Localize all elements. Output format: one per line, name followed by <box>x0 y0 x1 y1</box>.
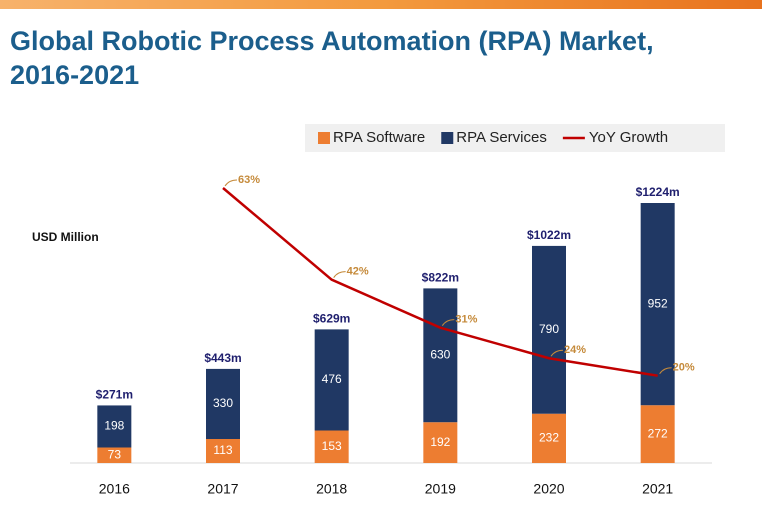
bar-segment <box>314 329 349 431</box>
label-leader <box>659 367 672 374</box>
total-label: $629m <box>313 312 350 326</box>
legend-box <box>305 124 725 152</box>
segment-label: 272 <box>648 426 668 440</box>
total-label: $271m <box>96 388 133 402</box>
bar-segment <box>97 447 132 463</box>
segment-label: 476 <box>322 372 342 386</box>
total-label: $1022m <box>527 228 571 242</box>
bar-segment <box>423 288 458 423</box>
label-leader <box>441 319 455 326</box>
y-axis-label: USD Million <box>32 230 99 244</box>
growth-label: 20% <box>673 362 695 374</box>
bar-segment <box>640 405 675 463</box>
legend-label: RPA Software <box>333 129 425 146</box>
x-tick-label: 2021 <box>642 481 673 497</box>
bar-segment <box>206 438 240 463</box>
bar-segment <box>640 203 675 406</box>
growth-label: 42% <box>347 266 369 278</box>
legend-swatch <box>441 132 454 144</box>
growth-line <box>222 187 658 377</box>
segment-label: 790 <box>539 322 559 336</box>
growth-label: 31% <box>455 314 477 326</box>
x-tick-label: 2017 <box>207 481 238 497</box>
bar-segment <box>532 245 566 414</box>
x-tick-label: 2019 <box>425 481 456 497</box>
chart-title: Global Robotic Process Automation (RPA) … <box>10 26 654 90</box>
bar-segment <box>423 422 458 463</box>
bar-segment <box>532 413 566 463</box>
growth-label: 63% <box>238 174 260 186</box>
legend-swatch <box>318 132 330 144</box>
x-tick-label: 2018 <box>316 481 347 497</box>
x-tick-label: 2016 <box>99 481 130 497</box>
top-strip <box>0 0 762 9</box>
segment-label: 330 <box>213 396 233 410</box>
segment-label: 952 <box>648 296 668 310</box>
x-tick-label: 2020 <box>533 481 564 497</box>
label-leader <box>550 349 564 357</box>
segment-label: 630 <box>430 347 450 361</box>
legend-label: RPA Services <box>456 129 547 146</box>
bar-segment <box>314 430 349 463</box>
segment-label: 153 <box>322 439 342 453</box>
growth-label: 24% <box>564 344 586 356</box>
bar-segment <box>97 405 132 448</box>
segment-label: 198 <box>104 419 124 433</box>
total-label: $1224m <box>636 185 680 199</box>
label-leader <box>224 179 238 187</box>
bar-segment <box>206 368 240 439</box>
segment-label: 73 <box>108 447 122 461</box>
segment-label: 113 <box>213 443 232 457</box>
segment-label: 232 <box>539 431 559 445</box>
total-label: $443m <box>204 351 241 365</box>
total-label: $822m <box>422 271 459 285</box>
label-leader <box>333 271 346 278</box>
segment-label: 192 <box>430 435 450 449</box>
legend-label: YoY Growth <box>589 129 668 146</box>
